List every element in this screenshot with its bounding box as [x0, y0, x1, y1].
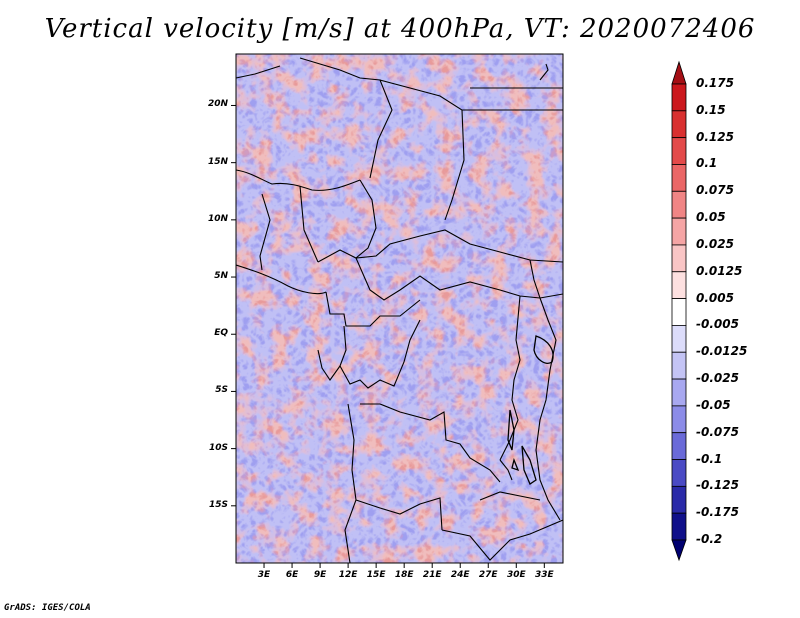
- colorbar-swatch: [671, 432, 687, 460]
- colorbar-swatch: [671, 164, 687, 192]
- colorbar-label: -0.075: [696, 424, 739, 439]
- colorbar-label: 0.025: [696, 236, 734, 251]
- axis-ticks: [231, 104, 545, 568]
- lon-label: 18E: [394, 570, 414, 580]
- lon-label: 9E: [313, 570, 327, 580]
- colorbar-swatch: [671, 190, 687, 219]
- lon-label: 24E: [450, 570, 470, 580]
- colorbar-swatch: [671, 405, 687, 434]
- lon-label: 33E: [534, 570, 554, 580]
- colorbar-label: 0.1: [696, 156, 718, 171]
- country-borders: [236, 57, 563, 563]
- colorbar-swatch: [671, 217, 687, 246]
- colorbar-swatch: [671, 325, 687, 353]
- colorbar-label: 0.175: [696, 76, 734, 90]
- lat-label: EQ: [214, 328, 228, 339]
- lon-label: 6E: [285, 570, 299, 580]
- colorbar-swatch: [671, 271, 687, 299]
- lat-label: 5S: [215, 385, 228, 396]
- colorbar-swatch: [671, 539, 687, 562]
- colorbar-swatch: [671, 378, 687, 407]
- colorbar-label: 0.005: [696, 290, 734, 305]
- velocity-field: [236, 54, 563, 563]
- lon-label: 27E: [478, 570, 498, 580]
- colorbar-swatch: [671, 298, 687, 326]
- colorbar-label: -0.0125: [696, 344, 748, 359]
- lon-label: 30E: [506, 570, 526, 580]
- colorbar-swatch: [671, 351, 687, 380]
- colorbar-label: -0.005: [696, 317, 739, 332]
- colorbar-swatch: [671, 137, 687, 165]
- colorbar-swatch: [671, 512, 687, 541]
- lat-label: 10S: [208, 442, 228, 453]
- colorbar-swatch: [671, 60, 687, 85]
- lat-label: 15S: [208, 499, 228, 510]
- colorbar-label: -0.025: [696, 371, 739, 386]
- colorbar-swatch: [671, 485, 687, 514]
- lat-label: 5N: [214, 271, 228, 282]
- lon-label: 15E: [366, 570, 386, 580]
- lat-label: 10N: [207, 213, 228, 224]
- grads-credit: GrADS: IGES/COLA: [4, 603, 91, 613]
- colorbar: [671, 60, 687, 562]
- colorbar-label: 0.0125: [696, 263, 743, 278]
- colorbar-swatch: [671, 110, 687, 139]
- colorbar-label: -0.2: [696, 532, 723, 546]
- lon-label: 21E: [422, 570, 442, 580]
- colorbar-label: 0.075: [696, 183, 734, 198]
- colorbar-label: 0.15: [696, 102, 726, 117]
- colorbar-label: -0.1: [696, 451, 723, 466]
- lon-label: 12E: [338, 570, 358, 580]
- colorbar-swatch: [671, 459, 687, 487]
- colorbar-label: -0.05: [696, 397, 731, 412]
- map-frame: [235, 53, 564, 564]
- colorbar-label: 0.05: [696, 210, 726, 225]
- colorbar-swatch: [671, 244, 687, 273]
- colorbar-label: 0.125: [696, 129, 734, 144]
- map-title: Vertical velocity [m/s] at 400hPa, VT: 2…: [44, 14, 756, 44]
- lon-label: 3E: [257, 570, 271, 580]
- lakes: [507, 335, 554, 485]
- lat-label: 20N: [207, 99, 228, 110]
- colorbar-label: -0.125: [696, 478, 739, 493]
- colorbar-swatch: [671, 83, 687, 112]
- colorbar-label: -0.175: [696, 505, 739, 520]
- lat-label: 15N: [207, 156, 228, 167]
